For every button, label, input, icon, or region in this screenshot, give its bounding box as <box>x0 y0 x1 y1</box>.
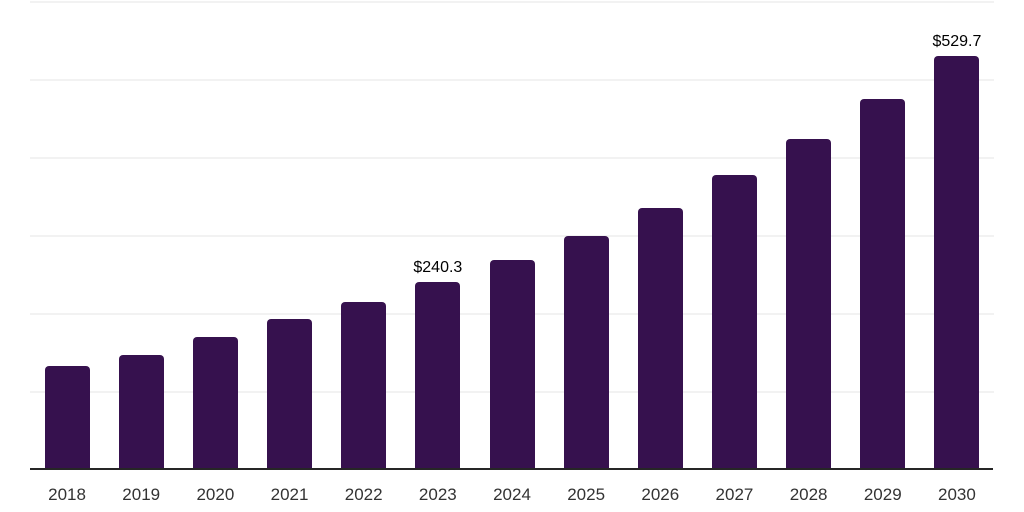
gridline-600 <box>30 1 994 3</box>
x-tick-2021: 2021 <box>270 485 309 504</box>
x-tick-2028: 2028 <box>789 485 828 504</box>
bar-2024 <box>489 260 535 469</box>
x-tick-2026: 2026 <box>641 485 680 504</box>
x-tick-2023: 2023 <box>418 485 457 504</box>
bar-2023 <box>415 281 461 469</box>
gridline-400 <box>30 157 994 159</box>
bar-2029 <box>860 99 906 469</box>
bar-2022 <box>341 302 387 469</box>
bar-2026 <box>637 207 683 469</box>
plot-area: $240.3 $529.7 <box>30 1 994 469</box>
x-tick-2025: 2025 <box>567 485 606 504</box>
x-tick-2024: 2024 <box>493 485 531 504</box>
bar-2018 <box>44 365 90 469</box>
x-tick-2018: 2018 <box>48 485 86 504</box>
bar-2020 <box>192 337 238 469</box>
data-label-2030: $529.7 <box>932 32 982 50</box>
bar-2019 <box>118 355 164 469</box>
x-axis-tick-labels: 2018 2019 2020 2021 2022 2023 2024 2025 2026 2027… <box>30 484 994 506</box>
x-tick-2020: 2020 <box>196 485 235 504</box>
gridline-500 <box>30 79 994 81</box>
x-tick-2022: 2022 <box>344 485 383 504</box>
x-tick-2029: 2029 <box>863 485 902 504</box>
bar-2027 <box>711 175 757 469</box>
bar-2021 <box>267 319 313 469</box>
x-tick-2027: 2027 <box>715 485 754 504</box>
data-label-2023: $240.3 <box>413 258 463 276</box>
x-tick-2019: 2019 <box>122 485 161 504</box>
x-tick-2030: 2030 <box>938 485 976 504</box>
gridline-300 <box>30 235 994 237</box>
x-axis-line <box>30 468 993 470</box>
bar-2025 <box>563 236 609 469</box>
bar-2030 <box>934 55 980 469</box>
bar-2028 <box>786 139 832 469</box>
